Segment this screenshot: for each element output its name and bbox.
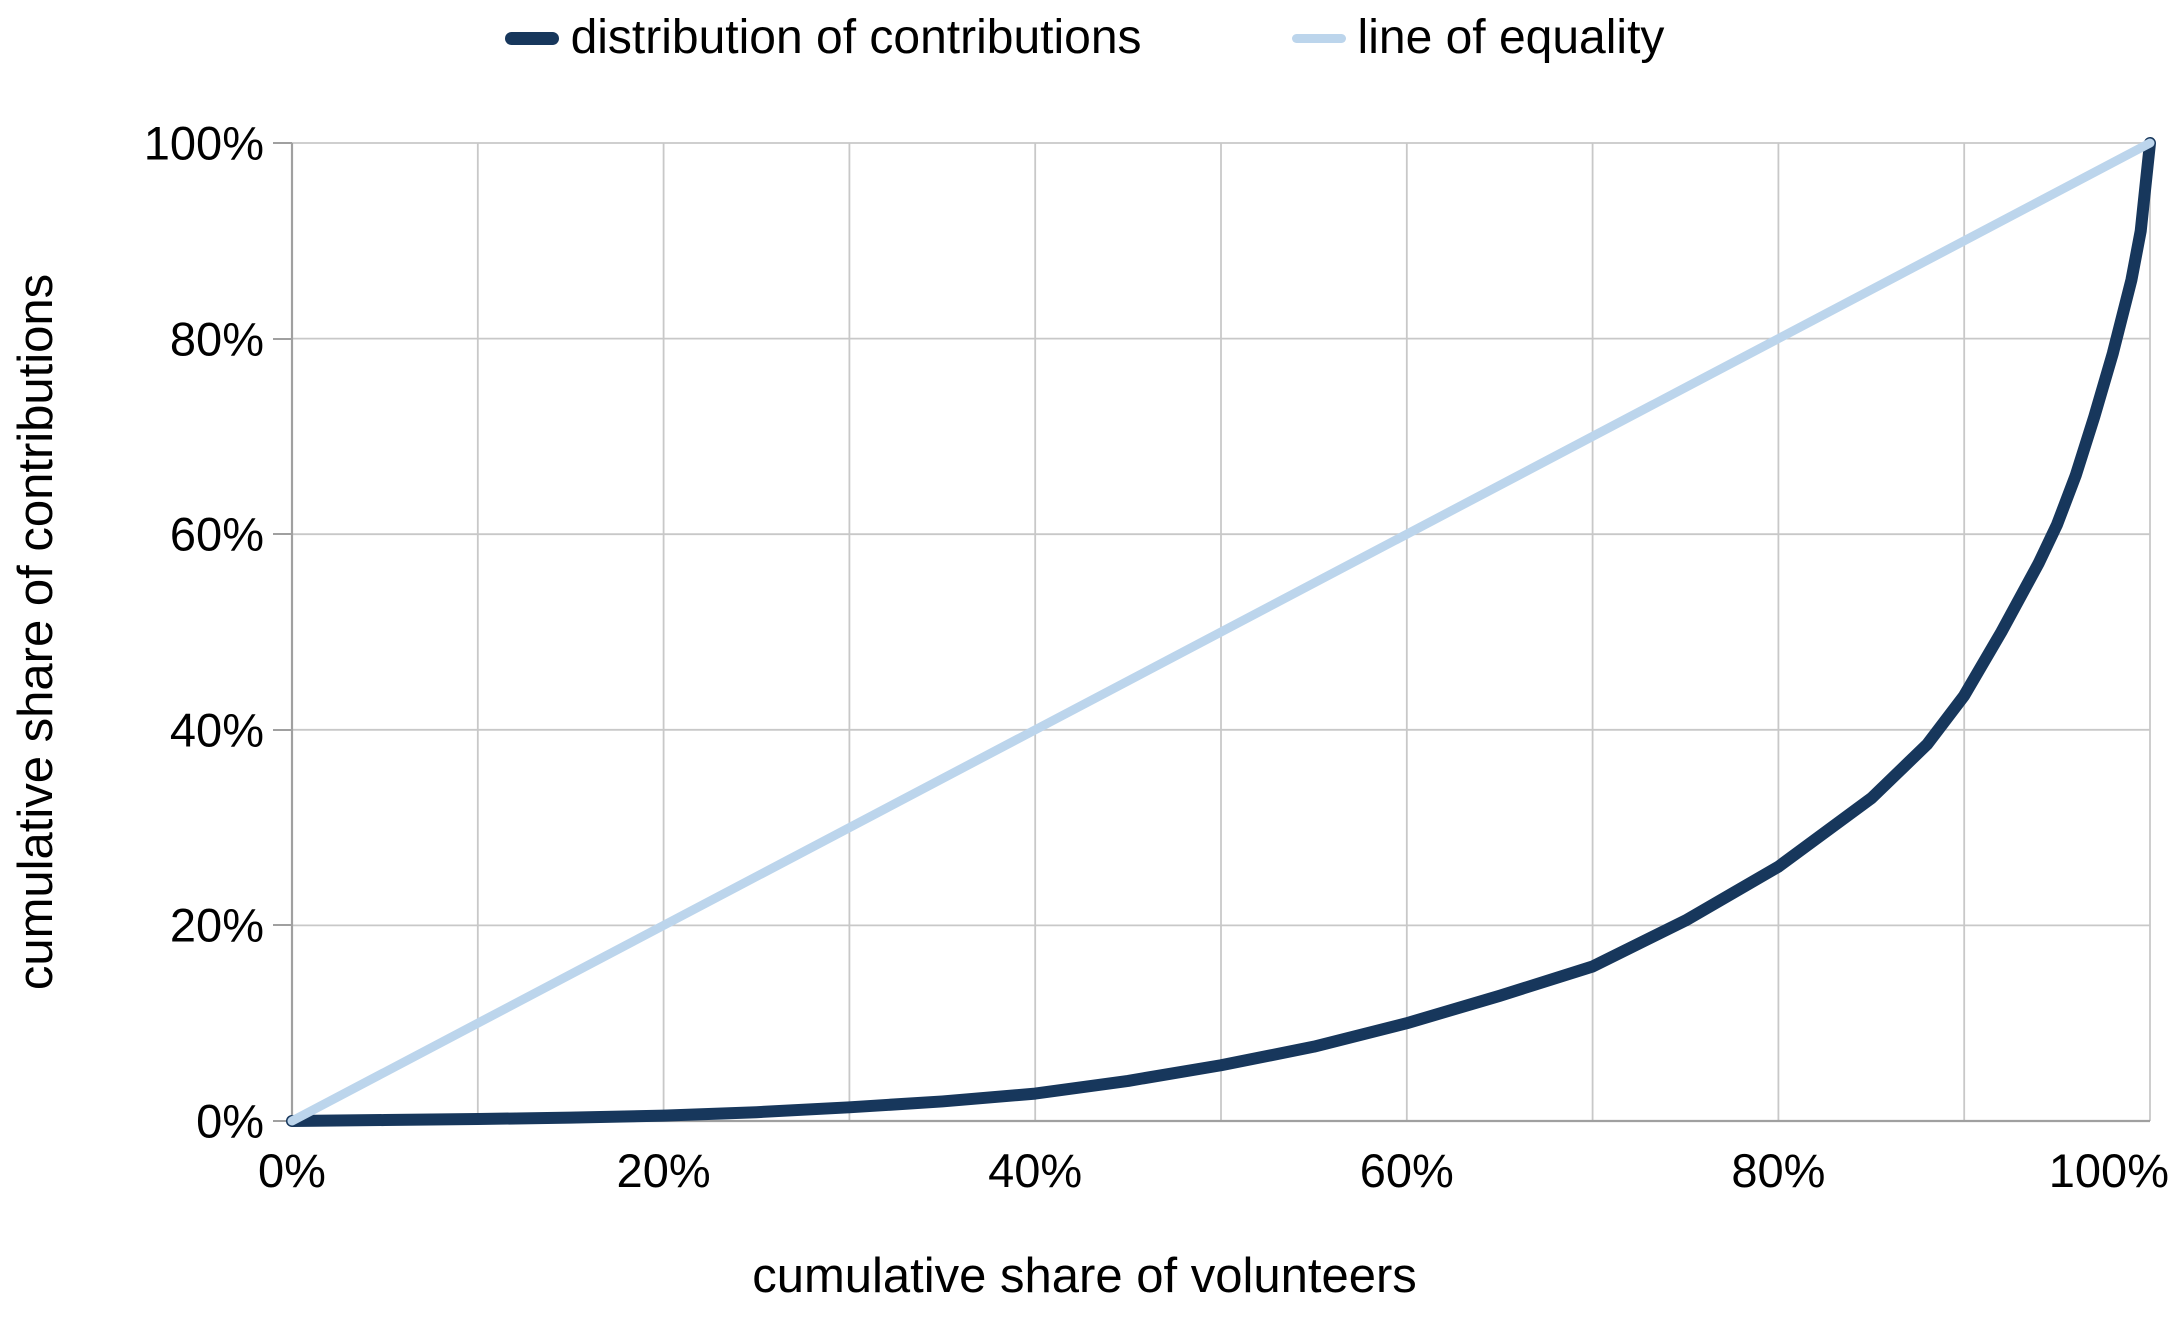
y-tick-label: 0%	[196, 1094, 264, 1148]
y-tickmark	[273, 1120, 292, 1122]
y-axis-tickmarks	[273, 142, 292, 1122]
plot-area	[292, 143, 2150, 1121]
x-tick-label: 60%	[1359, 1144, 1454, 1197]
y-axis-tick-labels: 0% 20% 40% 60% 80% 100%	[0, 117, 264, 1148]
legend-item-distribution: distribution of contributions	[504, 11, 1142, 65]
legend-label-equality: line of equality	[1357, 11, 1665, 64]
equality-line-swatch-icon	[1291, 33, 1346, 43]
x-tick-label: 100%	[2048, 1144, 2169, 1197]
x-tick-label: 80%	[1731, 1144, 1826, 1197]
x-axis-tick-labels: 0% 20% 40% 60% 80% 100%	[258, 1143, 2169, 1205]
distribution-line-swatch-icon	[504, 31, 559, 45]
x-tick-label: 0%	[258, 1144, 326, 1197]
y-tick-label: 40%	[169, 703, 264, 757]
y-tick-label: 60%	[169, 507, 264, 561]
plot-canvas	[292, 143, 2150, 1121]
legend-label-distribution: distribution of contributions	[570, 11, 1142, 64]
y-tick-label: 100%	[143, 116, 264, 170]
chart-legend: distribution of contributions line of eq…	[0, 11, 2169, 65]
x-tick-label: 20%	[616, 1144, 711, 1197]
y-tickmark	[273, 142, 292, 144]
legend-item-equality: line of equality	[1291, 11, 1665, 65]
y-tickmark	[273, 533, 292, 536]
x-axis-title: cumulative share of volunteers	[752, 1249, 1417, 1303]
y-tickmark	[273, 337, 292, 340]
x-tick-label: 40%	[988, 1144, 1083, 1197]
y-tick-label: 20%	[169, 898, 264, 952]
y-tickmark	[273, 728, 292, 731]
series-distribution-of-contributions	[292, 143, 2150, 1121]
y-tickmark	[273, 924, 292, 927]
series-line-of-equality	[292, 143, 2150, 1121]
y-tick-label: 80%	[169, 312, 264, 366]
